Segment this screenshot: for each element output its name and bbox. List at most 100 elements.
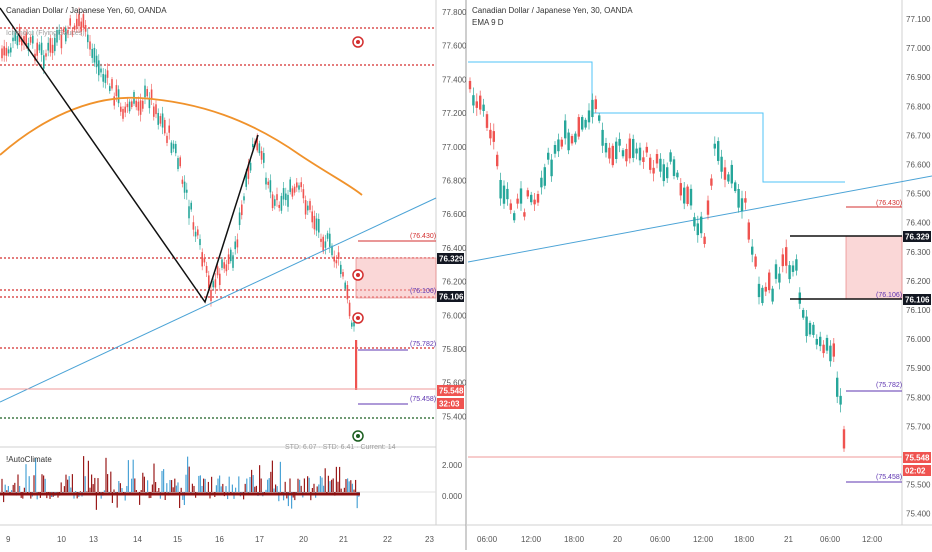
candle-body [618,138,621,146]
candle-body [69,18,71,26]
candle-body [686,186,689,204]
candle-body [621,150,625,157]
candle-body [109,86,111,91]
candle-body [12,37,14,42]
candle-body [591,99,594,118]
candle-body [513,213,516,221]
candle-body [197,229,199,236]
candle-body [296,182,298,188]
candle-body [326,233,329,239]
candle-body [124,106,126,113]
candle-body [815,338,818,345]
candle-body [594,99,597,110]
left-y-tick-label: 75.800 [442,345,467,354]
candle-body [106,70,109,78]
left-y-tick-label: 77.200 [442,109,467,118]
candle-body [91,48,93,58]
candle-body [710,178,713,186]
price-badge-label: 76.329 [439,255,464,264]
candle-body [29,36,32,43]
candle-body [102,74,104,82]
right-x-tick-label: 12:00 [862,535,883,544]
candle-body [139,100,142,115]
candle-body [14,32,16,41]
candle-body [201,252,203,267]
left-chart-title: Canadian Dollar / Japanese Yen, 60, OAND… [6,6,167,15]
signal-marker-dot-icon [356,273,360,277]
level-label: (75.458) [876,474,902,481]
candle-body [166,135,168,143]
level-label: (76.106) [410,288,436,295]
candle-body [302,189,305,199]
candle-body [36,42,38,56]
candle-body [768,272,771,291]
candle-body [829,345,832,362]
left-x-tick-label: 22 [383,535,392,544]
level-label: (76.106) [876,292,902,299]
candle-body [71,30,74,36]
signal-marker-dot-icon [356,434,360,438]
candle-body [836,377,839,397]
candle-body [80,21,82,33]
oscillator-y-tick-label: 2.000 [442,461,463,470]
right-x-tick-label: 06:00 [650,535,671,544]
candle-body [1,48,3,59]
right-y-tick-label: 76.100 [906,306,931,315]
candle-body [519,188,523,204]
candle-body [126,103,129,108]
left-y-tick-label: 75.600 [442,379,467,388]
candle-body [216,266,219,276]
candle-body [669,152,672,162]
candle-body [93,47,96,63]
candle-body [258,143,261,154]
candle-body [54,37,56,52]
right-y-tick-label: 76.600 [906,161,931,170]
price-badge-label: 76.106 [439,293,464,302]
candle-body [150,89,153,100]
candle-body [7,49,10,54]
candle-body [56,29,58,43]
left-y-tick-label: 76.800 [442,177,467,186]
candle-body [774,264,778,279]
candle-body [502,185,506,204]
candle-body [115,85,118,96]
candle-body [274,199,276,206]
candle-body [530,194,533,203]
candle-body [516,198,519,204]
candle-body [247,164,250,179]
candle-body [65,28,67,42]
candle-body [344,282,346,289]
candle-body [313,215,316,230]
candle-body [181,179,184,184]
candle-body [781,254,784,267]
candle-body [23,36,25,44]
level-label: (76.430) [410,233,436,240]
candle-body [337,252,340,260]
candle-body [761,287,764,304]
candle-body [757,283,761,298]
candle-body [727,174,730,182]
left-y-tick-label: 77.800 [442,8,467,17]
candle-body [111,79,113,89]
left-y-tick-label: 77.000 [442,143,467,152]
left-y-tick-label: 76.400 [442,244,467,253]
candle-body [304,200,307,215]
candle-body [45,53,47,57]
candle-body [574,133,577,143]
candle-body [348,302,351,317]
candle-body [567,132,570,151]
left-candles [1,7,358,390]
right-x-tick-label: 18:00 [564,535,585,544]
candle-body [333,256,335,262]
candle-body [506,188,509,200]
candle-body [659,158,662,172]
candle-body [795,259,798,271]
candle-body [260,151,263,160]
candle-body [278,204,280,208]
candle-body [203,257,206,263]
candle-body [62,28,65,33]
candle-body [740,198,744,212]
right-x-tick-label: 06:00 [820,535,841,544]
candle-body [754,256,757,267]
